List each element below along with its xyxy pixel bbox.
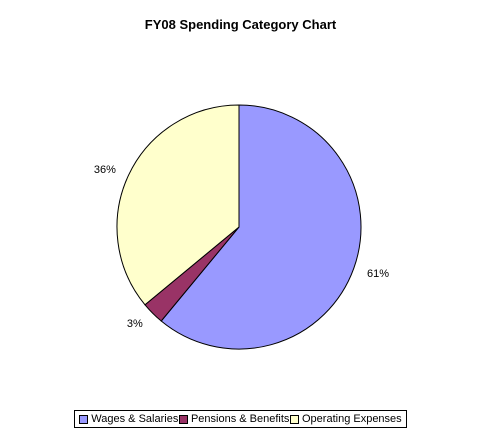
legend: Wages & Salaries Pensions & Benefits Ope… xyxy=(74,410,407,428)
legend-label-wages: Wages & Salaries xyxy=(91,413,179,425)
pie-slices xyxy=(116,104,362,350)
legend-item-pensions: Pensions & Benefits xyxy=(178,413,290,425)
pie-data-labels: 61% 3% 36% xyxy=(94,164,389,330)
pie-chart: 61% 3% 36% xyxy=(94,104,389,350)
legend-swatch-operating xyxy=(290,414,299,424)
legend-item-wages: Wages & Salaries xyxy=(79,413,178,425)
legend-swatch-wages xyxy=(79,414,89,424)
data-label-pensions: 3% xyxy=(127,318,143,330)
chart-title: FY08 Spending Category Chart xyxy=(144,17,337,32)
data-label-operating: 36% xyxy=(94,164,116,176)
pie-slice-operating xyxy=(116,104,240,306)
legend-item-operating: Operating Expenses xyxy=(290,413,402,425)
pie-slice-wages xyxy=(160,104,362,350)
legend-label-operating: Operating Expenses xyxy=(302,413,402,425)
data-label-wages: 61% xyxy=(367,268,389,280)
legend-swatch-pensions xyxy=(178,414,188,424)
legend-label-pensions: Pensions & Benefits xyxy=(190,413,290,425)
